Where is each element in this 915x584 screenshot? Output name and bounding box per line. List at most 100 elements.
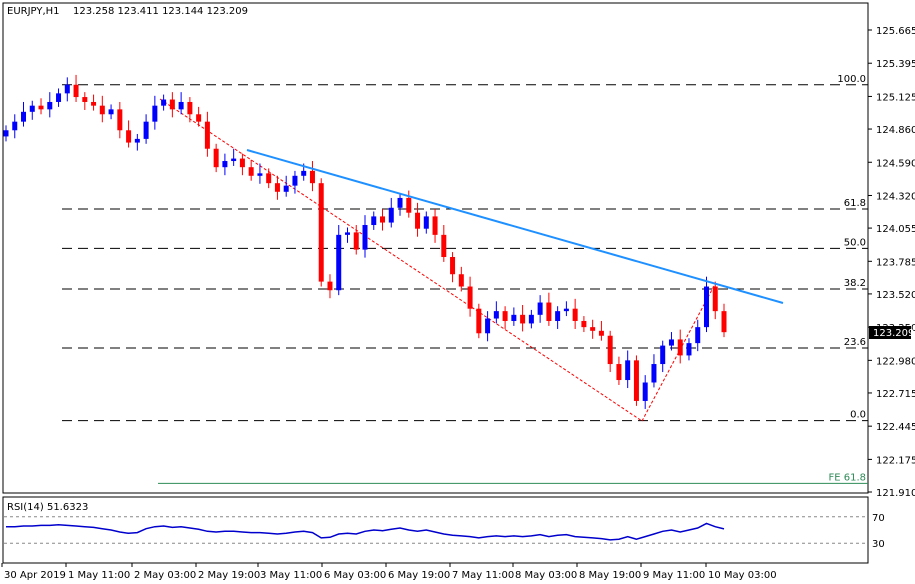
candle-body: [668, 339, 674, 346]
price-tick-label: 123.520: [876, 290, 915, 301]
candle-body: [134, 138, 140, 143]
time-tick-label: 6 May 19:00: [388, 570, 450, 581]
candle-body: [546, 302, 552, 321]
fib-label: 23.6: [844, 337, 866, 348]
candle-body: [572, 308, 578, 321]
candle-body: [633, 360, 639, 401]
candle-body: [108, 109, 114, 115]
candle-body: [677, 339, 683, 356]
fib-label: 0.0: [850, 410, 866, 421]
candle-body: [292, 175, 298, 186]
candle-body: [432, 216, 438, 235]
symbol-label: EURJPY,H1: [7, 6, 60, 17]
candle-body: [38, 105, 44, 110]
candle-body: [616, 364, 622, 381]
fib-diagonal-1: [159, 98, 643, 422]
candle-body: [703, 286, 709, 328]
candle-body: [266, 173, 272, 184]
candle-body: [344, 232, 350, 235]
time-tick-label: 2 May 19:00: [198, 570, 260, 581]
price-tick-label: 122.445: [876, 422, 915, 433]
rsi-levels: [4, 516, 868, 544]
candle-body: [712, 286, 718, 312]
candle-body: [327, 281, 333, 291]
candle-body: [397, 197, 403, 208]
trendline[interactable]: [246, 149, 784, 304]
candle-body: [537, 302, 543, 315]
candle-body: [467, 286, 473, 309]
candle-body: [222, 161, 228, 168]
candle-body: [143, 121, 149, 139]
candle-body: [362, 225, 368, 250]
candle-body: [82, 97, 88, 102]
price-tick-label: 121.910: [876, 488, 915, 499]
candle-body: [686, 343, 692, 356]
candle-body: [695, 327, 701, 344]
rsi-line: [6, 522, 725, 541]
candle-body: [581, 320, 587, 328]
time-tick-label: 30 Apr 2019: [4, 570, 66, 581]
candle-body: [99, 105, 105, 115]
price-axis: 125.665 125.395 125.125 124.860 124.590 124.3…: [868, 26, 915, 499]
price-tick-label: 122.175: [876, 455, 915, 466]
candle-body: [520, 314, 526, 324]
candle-body: [21, 111, 27, 122]
ohlc-label: 123.258 123.411 123.144 123.209: [73, 6, 248, 17]
candle-body: [598, 330, 604, 336]
price-tick-label: 124.055: [876, 224, 915, 235]
candle-body: [283, 185, 289, 192]
price-tick-label: 125.125: [876, 92, 915, 103]
time-axis: 30 Apr 2019 1 May 11:00 2 May 03:00 2 May 1…: [1, 563, 777, 581]
candle-body: [29, 105, 35, 112]
candle-body: [178, 101, 184, 110]
price-tick-label: 124.320: [876, 191, 915, 202]
candle-body: [485, 318, 491, 334]
time-tick-label: 10 May 03:00: [708, 570, 777, 581]
candle-body: [563, 308, 569, 312]
candle-body: [651, 364, 657, 383]
candle-body: [380, 216, 386, 223]
time-tick-label: 2 May 03:00: [134, 570, 196, 581]
time-tick-label: 8 May 19:00: [579, 570, 641, 581]
candle-body: [274, 183, 280, 192]
candle-body: [318, 183, 324, 282]
candle-body: [56, 93, 62, 102]
candle-body: [607, 335, 613, 365]
price-tick-label: 125.395: [876, 59, 915, 70]
current-price-text: 123.209: [873, 328, 914, 339]
candle-body: [415, 212, 421, 229]
time-tick-label: 1 May 11:00: [68, 570, 130, 581]
candle-body: [353, 232, 359, 250]
candle-body: [721, 311, 727, 333]
price-tick-label: 123.785: [876, 257, 915, 268]
candle-body: [590, 327, 596, 331]
candle-body: [169, 99, 175, 110]
fe-label: FE 61.8: [828, 472, 866, 483]
candle-body: [642, 382, 648, 401]
candle-body: [187, 101, 193, 115]
rsi-tick-label: 30: [872, 539, 885, 550]
fe-level-line: FE 61.8: [158, 472, 868, 484]
candle-body: [213, 148, 219, 168]
rsi-axis: 70 30: [872, 513, 885, 550]
candle-body: [450, 257, 456, 275]
fib-level-lines: [62, 84, 868, 422]
time-tick-label: 6 May 03:00: [324, 570, 386, 581]
candle-body: [528, 314, 534, 324]
rsi-panel-frame: [2, 496, 869, 564]
fib-label: 50.0: [844, 237, 866, 248]
time-tick-label: 9 May 11:00: [643, 570, 705, 581]
time-tick-label: 3 May 11:00: [260, 570, 322, 581]
candle-body: [423, 216, 429, 229]
fib-labels: 100.0 61.8 50.0 38.2 23.6 0.0: [837, 74, 866, 421]
candle-body: [371, 216, 377, 226]
candle-body: [511, 314, 517, 321]
candle-body: [161, 99, 167, 106]
price-tick-label: 125.665: [876, 26, 915, 37]
candle-body: [231, 158, 237, 162]
candle-body: [126, 130, 132, 143]
candle-body: [388, 207, 394, 223]
rsi-tick-label: 70: [872, 513, 885, 524]
candle-body: [309, 170, 315, 184]
